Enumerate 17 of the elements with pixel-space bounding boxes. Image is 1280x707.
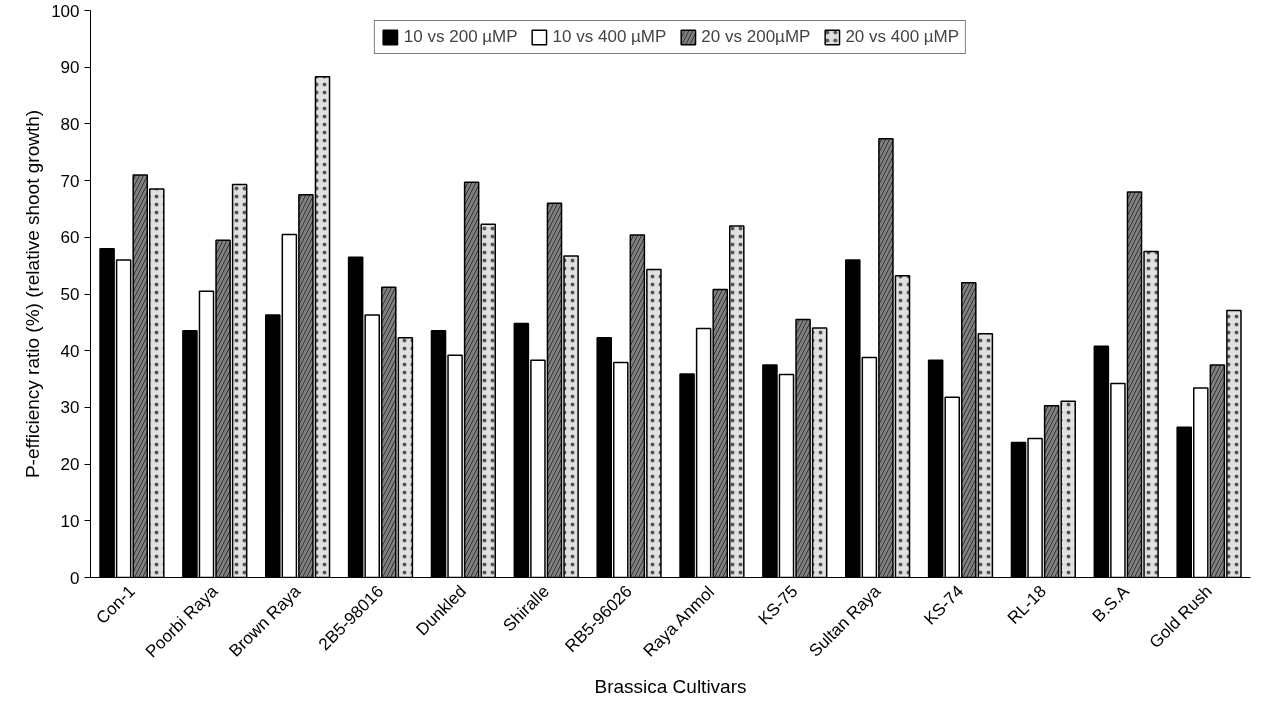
x-axis-title: Brassica Cultivars bbox=[594, 676, 747, 698]
y-tick-label: 40 bbox=[60, 341, 80, 361]
legend-label: 20 vs 200µMP bbox=[701, 27, 811, 47]
y-tick-label: 80 bbox=[60, 114, 80, 134]
legend-label: 10 vs 200 µMP bbox=[403, 27, 518, 47]
y-tick-label: 30 bbox=[60, 398, 80, 418]
y-tick-label: 100 bbox=[51, 1, 80, 21]
y-tick-label: 50 bbox=[60, 285, 80, 304]
y-tick-label: 70 bbox=[60, 171, 80, 191]
y-tick-label: 90 bbox=[60, 58, 80, 78]
y-tick-label: 10 bbox=[60, 511, 80, 531]
y-tick-label: 60 bbox=[60, 228, 80, 248]
y-axis-title: P-efficiency ratio (%) (relative shoot growth) bbox=[22, 109, 44, 479]
legend-label: 10 vs 400 µMP bbox=[552, 27, 667, 47]
y-tick-label: 20 bbox=[60, 455, 80, 475]
y-tick-label: 0 bbox=[70, 568, 80, 588]
legend-label: 20 vs 400 µMP bbox=[845, 27, 960, 47]
